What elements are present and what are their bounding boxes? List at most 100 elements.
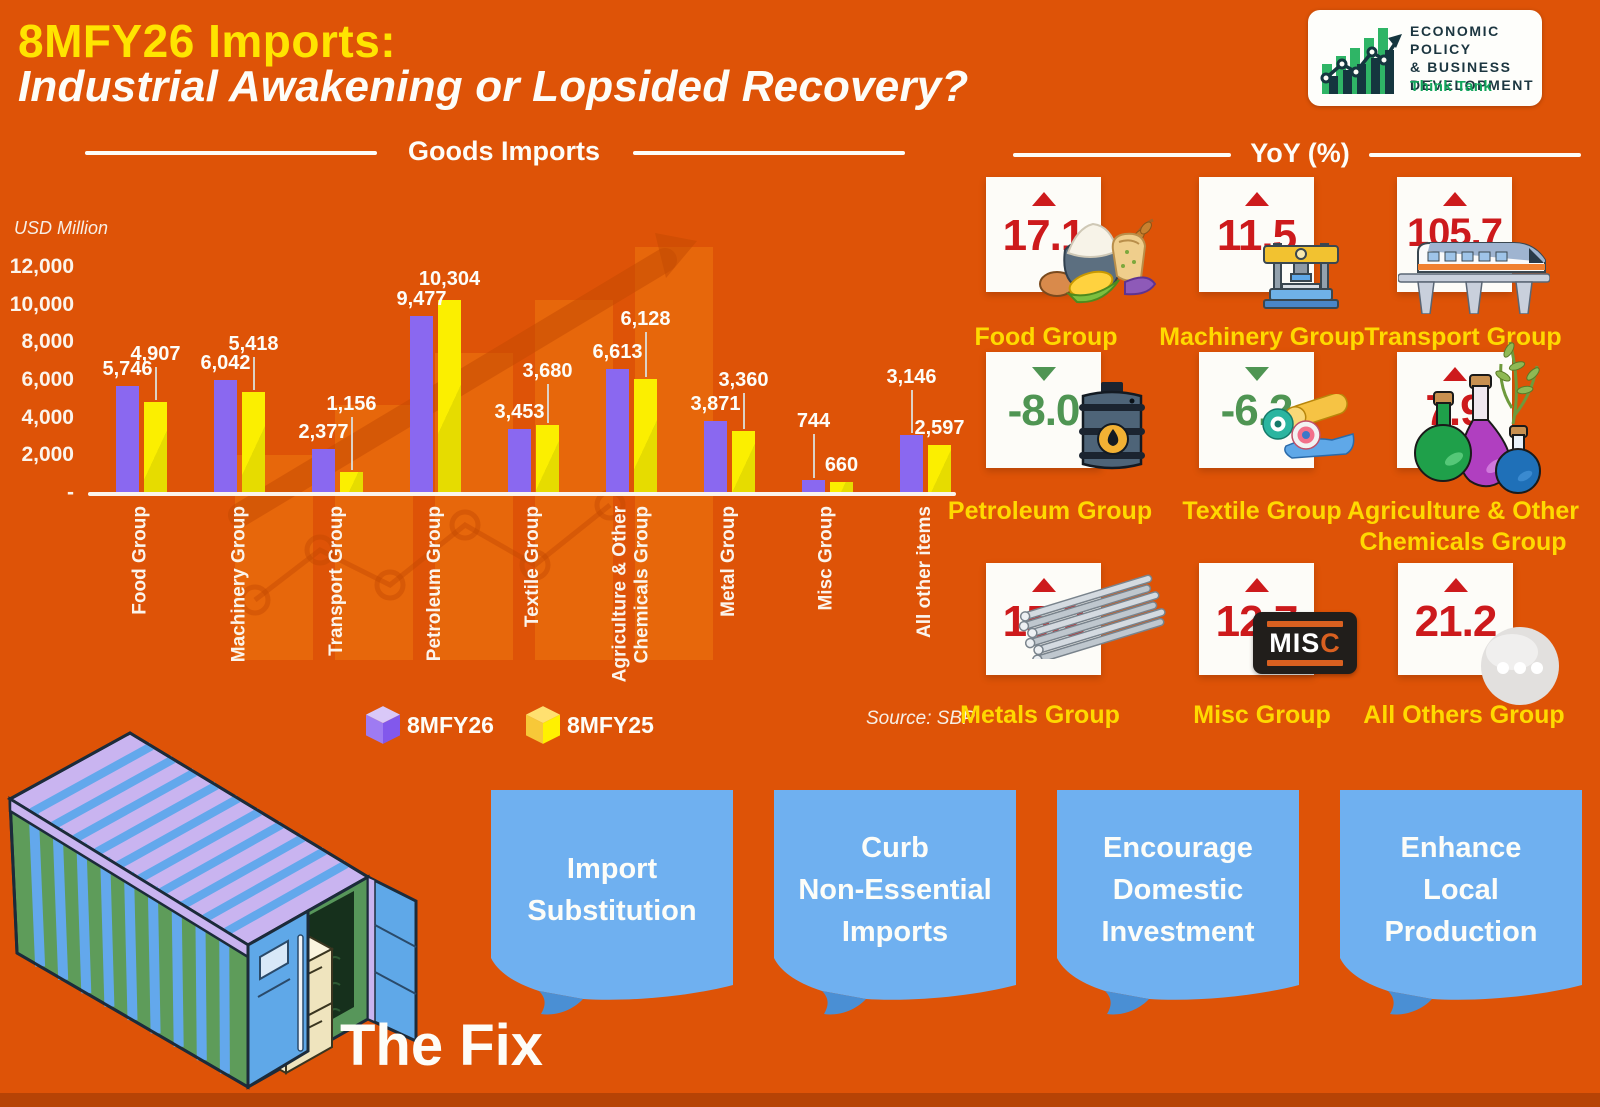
x-category-label-0: Food Group <box>130 506 151 615</box>
triangle-down-icon <box>1031 367 1056 381</box>
value-label-8mfy25: 4,907 <box>130 343 181 365</box>
label-leader-line <box>546 384 549 423</box>
x-category-label-3: Petroleum Group <box>424 506 445 662</box>
misc-bar <box>1267 620 1343 627</box>
value-label-8mfy26: 9,477 <box>396 288 447 310</box>
sticky-note-shape <box>1057 790 1299 1015</box>
yoy-card-machinery-group: 11.5 <box>1199 177 1314 292</box>
bar-8mfy26-5 <box>606 369 629 494</box>
value-label-8mfy25: 3,360 <box>718 369 769 391</box>
bottom-band <box>0 1093 1600 1107</box>
misc-bar <box>1267 659 1343 666</box>
value-label-8mfy26: 3,453 <box>494 401 545 423</box>
chart-legend: 8MFY26 8MFY25 <box>366 706 654 744</box>
value-label-8mfy25: 6,128 <box>620 308 671 330</box>
chart-unit-label: USD Million <box>14 218 109 238</box>
chart-baseline <box>88 492 956 496</box>
label-leader-line <box>910 390 913 433</box>
fix-note-text: Curb Non-Essential Imports <box>798 832 992 948</box>
value-label-8mfy26: 6,613 <box>592 341 643 363</box>
triangle-up-icon <box>1442 192 1467 206</box>
bar-8mfy26-3 <box>410 316 433 494</box>
x-category-label-2: Transport Group <box>326 506 347 656</box>
machinery-icon <box>1262 232 1340 310</box>
legend-item: 8MFY26 <box>366 706 494 744</box>
x-category-label-1: Machinery Group <box>228 506 249 663</box>
y-tick-label: 2,000 <box>21 443 74 467</box>
yoy-rule-right <box>1369 153 1581 157</box>
bar-8mfy26-8 <box>900 435 923 494</box>
goods-imports-rule-left <box>85 151 377 155</box>
logo-text: ECONOMIC POLICY & BUSINESS DEVELOPMENT <box>1410 23 1535 93</box>
bar-8mfy25-3 <box>438 300 461 494</box>
bar-8mfy26-2 <box>312 449 335 494</box>
x-category-label-8: All other items <box>914 506 935 638</box>
value-label-8mfy26: 3,146 <box>886 366 937 388</box>
fix-note-1: Curb Non-Essential Imports <box>774 790 1016 1018</box>
value-label-8mfy26: 5,746 <box>102 358 153 380</box>
misc-badge-text: MISC <box>1269 627 1341 658</box>
label-leader-line <box>644 332 647 377</box>
y-tick-label: - <box>67 481 74 504</box>
y-tick-label: 12,000 <box>9 255 74 278</box>
value-label-8mfy26: 6,042 <box>200 352 251 374</box>
triangle-up-icon <box>1031 192 1056 206</box>
yoy-group-label: Misc Group <box>1193 701 1331 729</box>
all-others-icon <box>1478 624 1562 708</box>
thinktank-logo: ECONOMIC POLICY & BUSINESS DEVELOPMENT Thi… <box>1308 10 1542 106</box>
yoy-value: -8.0 <box>1007 386 1081 435</box>
food-icon <box>1035 212 1163 304</box>
legend-cube-icon <box>525 706 560 744</box>
triangle-up-icon <box>1244 192 1269 206</box>
yoy-group-label: Machinery Group <box>1159 323 1365 351</box>
triangle-down-icon <box>1244 367 1269 381</box>
page-title-accent: 8MFY26 Imports: <box>18 15 397 67</box>
value-label-8mfy26: 3,871 <box>690 393 741 415</box>
value-label-8mfy26: 744 <box>796 410 831 432</box>
label-leader-line <box>742 393 745 429</box>
yoy-group-label: Transport Group <box>1364 323 1562 351</box>
y-tick-label: 6,000 <box>21 368 74 391</box>
value-label-8mfy25: 10,304 <box>418 268 481 290</box>
legend-item: 8MFY25 <box>525 706 654 744</box>
triangle-up-icon <box>1442 367 1467 381</box>
fix-note-3: Enhance Local Production <box>1340 790 1582 1018</box>
logo-tagline: Think Tank <box>1410 78 1493 95</box>
triangle-up-icon <box>1031 578 1056 592</box>
transport-icon <box>1397 226 1551 315</box>
yoy-value: 21.2 <box>1414 597 1498 646</box>
yoy-group-label: Food Group <box>974 323 1118 351</box>
fix-note-text: Import Substitution <box>527 853 697 927</box>
bar-8mfy26-0 <box>116 386 139 494</box>
fix-section-title: The Fix <box>340 1013 544 1078</box>
bar-8mfy25-1 <box>242 392 265 494</box>
legend-cube-icon <box>366 706 400 744</box>
yoy-group-label: Metals Group <box>960 701 1120 729</box>
value-label-8mfy25: 1,156 <box>326 393 377 415</box>
metals-icon <box>1018 573 1168 665</box>
yoy-group-label: All Others Group <box>1363 701 1565 729</box>
yoy-rule-left <box>1013 153 1231 157</box>
value-label-8mfy26: 2,377 <box>298 421 349 443</box>
bar-8mfy26-7 <box>802 480 825 494</box>
label-leader-line <box>252 357 255 390</box>
bar-8mfy25-4 <box>536 425 559 494</box>
legend-label: 8MFY26 <box>407 711 494 738</box>
bar-8mfy25-5 <box>634 379 657 494</box>
legend-label: 8MFY25 <box>566 711 654 738</box>
bar-8mfy26-1 <box>214 380 237 494</box>
value-label-8mfy25: 2,597 <box>914 417 965 439</box>
triangle-up-icon <box>1244 578 1269 592</box>
goods-imports-title: Goods Imports <box>407 136 601 166</box>
bar-8mfy26-6 <box>704 421 727 494</box>
fix-note-text: Enhance Local Production <box>1384 832 1538 948</box>
bar-8mfy25-7 <box>830 482 853 494</box>
label-leader-line <box>350 417 353 470</box>
bar-8mfy25-8 <box>928 445 951 494</box>
sticky-note-shape <box>491 790 733 1015</box>
misc-icon: MISC <box>1253 612 1357 674</box>
x-category-label-6: Metal Group <box>718 506 739 617</box>
bar-8mfy25-2 <box>340 472 363 494</box>
goods-imports-rule-right <box>633 151 905 155</box>
